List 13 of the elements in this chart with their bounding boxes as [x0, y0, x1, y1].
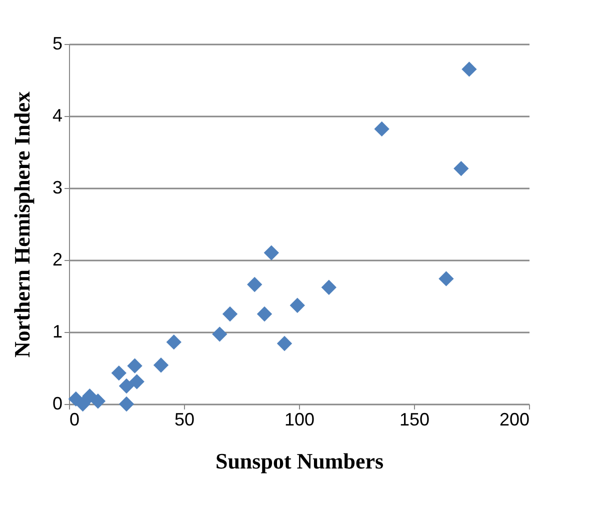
y-tick-label: 5 — [52, 34, 62, 54]
x-tick-label: 50 — [174, 410, 195, 430]
y-tick-label: 2 — [52, 250, 62, 270]
y-tick-label: 0 — [52, 394, 62, 414]
x-tick-label: 100 — [284, 410, 315, 430]
y-tick-label: 3 — [52, 178, 62, 198]
x-tick-label: 150 — [399, 410, 430, 430]
y-axis-title: Northern Hemisphere Index — [9, 91, 34, 358]
x-tick-label: 0 — [70, 410, 80, 430]
y-tick-label: 1 — [52, 322, 62, 342]
x-tick-label: 200 — [499, 410, 530, 430]
x-axis-title: Sunspot Numbers — [215, 448, 384, 474]
y-tick-label: 4 — [52, 106, 62, 126]
